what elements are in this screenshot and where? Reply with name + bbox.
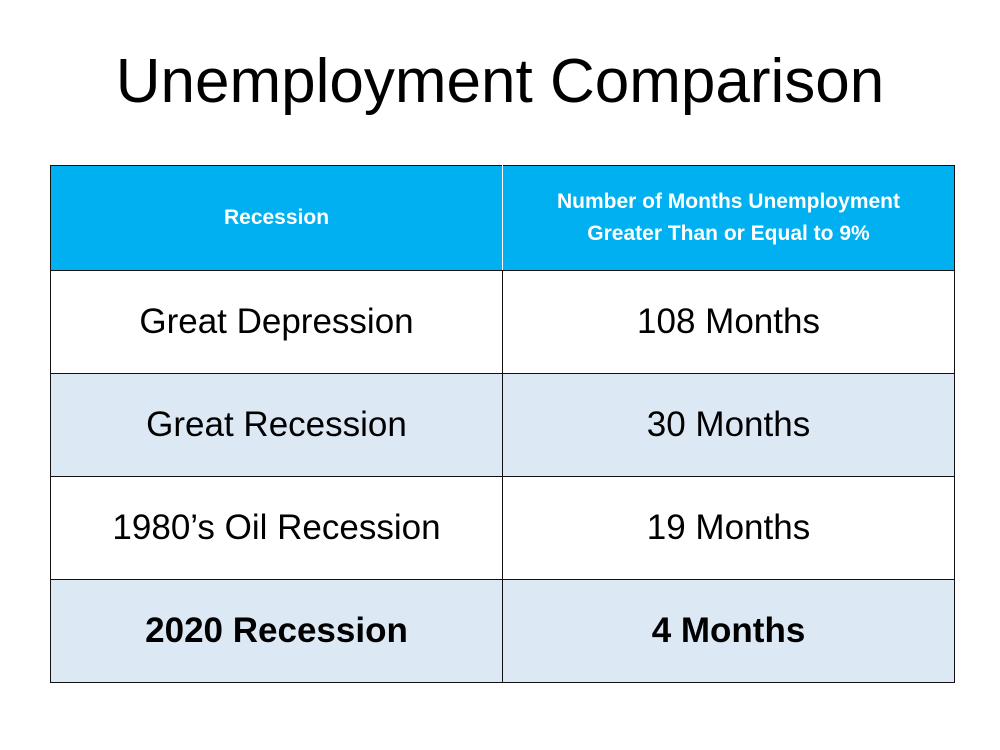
column-header: Number of Months Unemployment Greater Th… [502,165,955,271]
months-cell: 19 Months [502,476,955,580]
table-body: Great Depression 108 Months Great Recessio… [50,270,955,683]
table-row: 2020 Recession 4 Months [50,579,955,683]
table-row: Great Recession 30 Months [50,373,955,477]
comparison-table: Recession Number of Months Unemployment … [50,165,955,683]
table-row: 1980’s Oil Recession 19 Months [50,476,955,580]
header-row: Recession Number of Months Unemployment … [50,165,955,271]
recession-cell: Great Recession [50,373,503,477]
slide-title: Unemployment Comparison [115,47,885,116]
table-row: Great Depression 108 Months [50,270,955,374]
months-cell: 30 Months [502,373,955,477]
column-header: Recession [50,165,503,271]
months-cell: 4 Months [502,579,955,683]
months-cell: 108 Months [502,270,955,374]
recession-cell: 2020 Recession [50,579,503,683]
recession-cell: 1980’s Oil Recession [50,476,503,580]
recession-cell: Great Depression [50,270,503,374]
